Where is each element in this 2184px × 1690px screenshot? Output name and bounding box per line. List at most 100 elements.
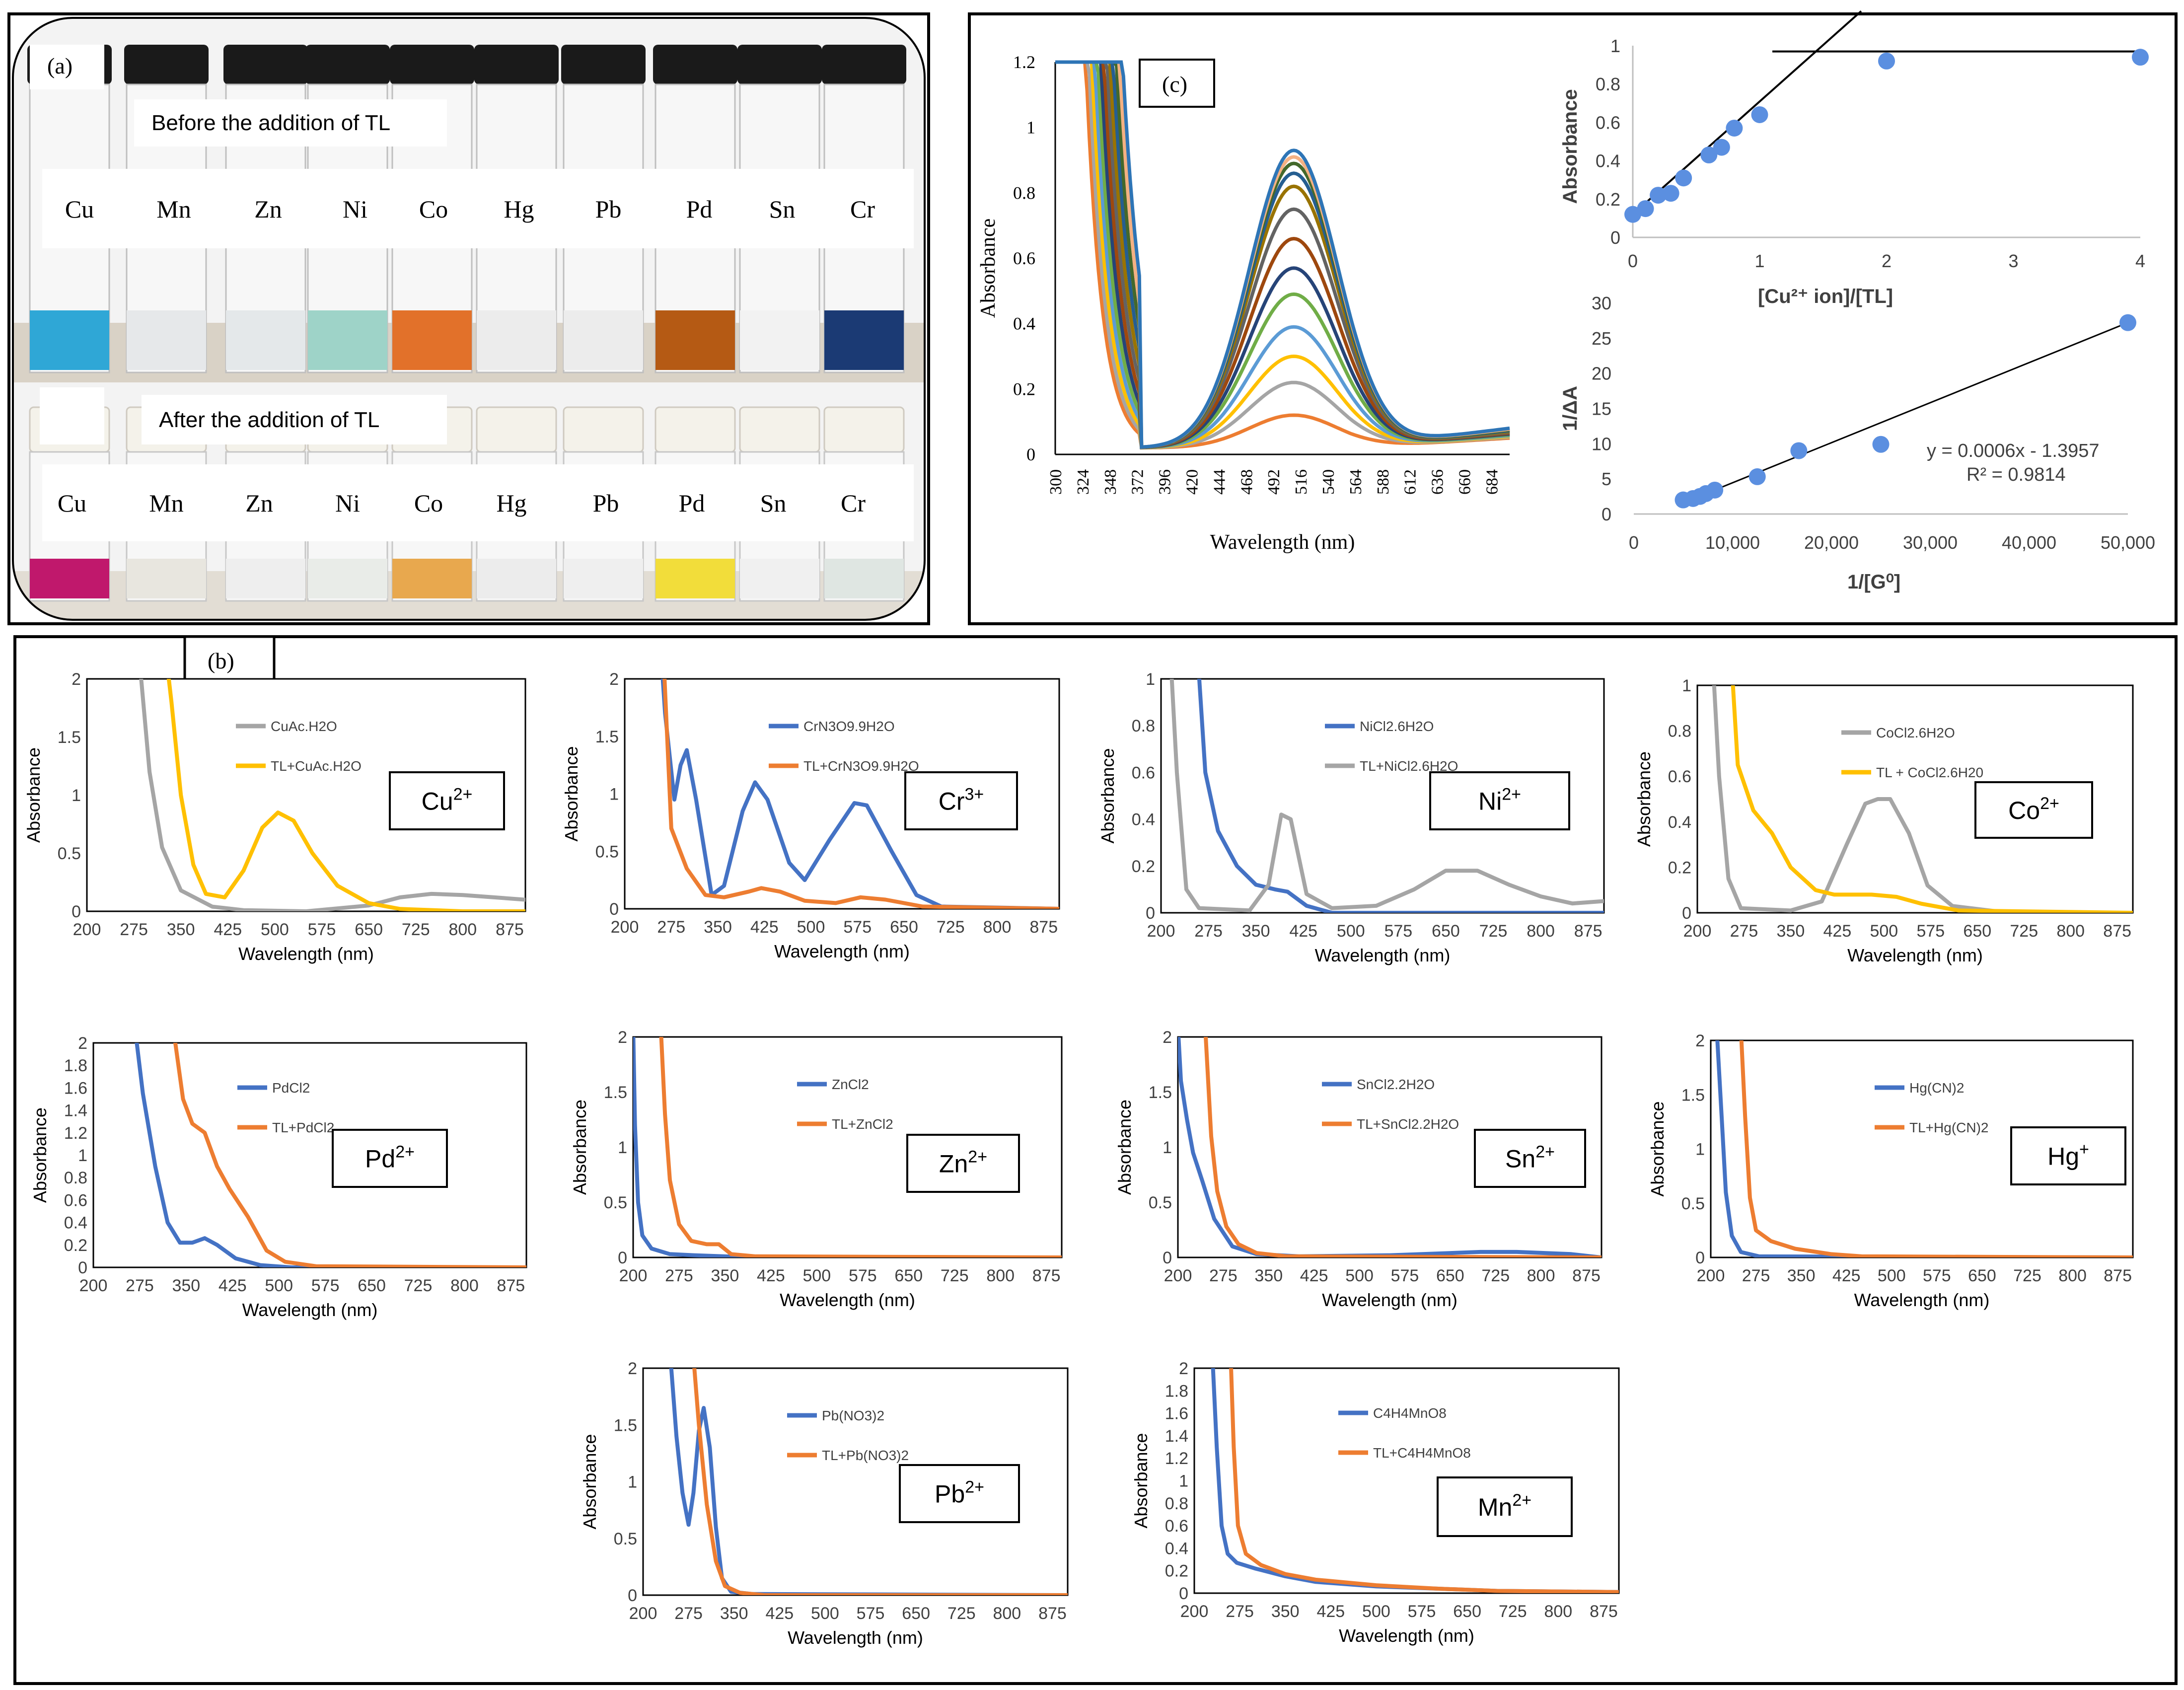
vial-solution-before xyxy=(564,310,643,370)
data-point xyxy=(1748,468,1766,485)
y-tick-label: 1.2 xyxy=(1165,1449,1188,1468)
y-tick-label: 2 xyxy=(72,670,81,689)
legend-label: TL+PdCl2 xyxy=(272,1120,334,1135)
x-tick-label: 800 xyxy=(448,920,477,939)
vial-solution-after xyxy=(308,559,387,598)
x-tick-label: 425 xyxy=(1832,1266,1861,1285)
series-line xyxy=(139,679,525,911)
x-tick-label: 725 xyxy=(2013,1266,2041,1285)
y-tick-label: 1.5 xyxy=(1149,1083,1172,1102)
series-group xyxy=(135,1043,526,1267)
vial-cap-after xyxy=(563,406,644,453)
metal-label-before: Zn xyxy=(254,195,282,223)
fit-equation: y = 0.0006x - 1.3957 xyxy=(1927,441,2100,461)
x-tick-label: 575 xyxy=(857,1604,885,1623)
ion-label-box xyxy=(1429,771,1570,830)
x-tick-label: 725 xyxy=(947,1604,976,1623)
x-tick-label: 800 xyxy=(993,1604,1021,1623)
vial-cap-before xyxy=(124,45,209,84)
y-tick-label: 0 xyxy=(618,1249,627,1267)
series-line xyxy=(692,1368,1068,1595)
ion-charge: 2+ xyxy=(968,1148,987,1167)
series-line xyxy=(662,679,1059,909)
y-tick-label: 0.2 xyxy=(64,1236,87,1255)
x-tick-label: 4 xyxy=(2135,251,2145,271)
x-tick-label: 200 xyxy=(1683,922,1712,941)
panel-c-label: (c) xyxy=(1162,72,1187,97)
x-axis-title: Wavelength (nm) xyxy=(238,944,374,964)
y-tick-label: 1 xyxy=(628,1473,637,1492)
vial-cap-before xyxy=(305,45,390,84)
metal-label-after: Zn xyxy=(245,489,273,517)
data-point xyxy=(2119,314,2136,331)
x-tick-label: 684 xyxy=(1483,469,1501,495)
y-tick-label: 20 xyxy=(1592,364,1611,384)
after-blank-box xyxy=(40,387,104,444)
x-tick-label: 425 xyxy=(750,918,779,937)
data-point xyxy=(1637,200,1654,218)
ion-symbol: Pb xyxy=(935,1480,965,1508)
series-group xyxy=(1712,685,2133,913)
series-line xyxy=(1731,685,2133,913)
x-axis-title: Wavelength (nm) xyxy=(242,1300,378,1320)
x-axis-title: Wavelength (nm) xyxy=(788,1627,923,1648)
x-tick-label: 200 xyxy=(79,1276,108,1295)
x-tick-label: 875 xyxy=(1590,1602,1618,1621)
x-tick-label: 500 xyxy=(797,918,825,937)
x-tick-label: 275 xyxy=(120,920,148,939)
x-tick-label: 540 xyxy=(1319,469,1338,495)
y-tick-label: 0 xyxy=(1179,1584,1188,1603)
y-tick-label: 1.6 xyxy=(1165,1404,1188,1423)
x-tick-label: 348 xyxy=(1101,469,1120,495)
ion-charge: 3+ xyxy=(965,785,984,804)
ion-label-box xyxy=(899,1464,1020,1523)
y-tick-label: 0.5 xyxy=(1681,1194,1705,1213)
legend-label: SnCl2.2H2O xyxy=(1357,1077,1435,1092)
x-tick-label: 0 xyxy=(1628,251,1638,271)
series-group xyxy=(660,679,1059,909)
ion-label: Co2+ xyxy=(2008,794,2059,824)
y-axis-title: Absorbance xyxy=(561,746,582,841)
x-tick-label: 800 xyxy=(450,1276,479,1295)
ion-label: Ni2+ xyxy=(1478,785,1521,815)
vial-cap-before xyxy=(653,45,737,84)
data-point xyxy=(1650,187,1667,204)
vial-solution-before xyxy=(392,310,472,370)
ion-label-box xyxy=(1474,1129,1586,1188)
x-tick-label: 650 xyxy=(1968,1266,1996,1285)
ion-label: Hg+ xyxy=(2047,1140,2089,1171)
x-tick-label: 800 xyxy=(2056,922,2085,941)
chart-b-pb: 0 0.5 1 1.5 2 200 275 350 425 500 575 650 725 800 875 W… xyxy=(580,1359,1069,1648)
vial-cap-before xyxy=(223,45,308,84)
chart-c-benesi-hildebrand: 0 5 10 15 20 25 30 0 10,000 20,000 30,000 40,000 50,… xyxy=(1559,293,2155,593)
y-tick-label: 0.8 xyxy=(1165,1494,1188,1513)
x-tick-label: 575 xyxy=(311,1276,340,1295)
chart-b-cu: 0 0.5 1 1.5 2 200 275 350 425 500 575 650 725 800 875 W… xyxy=(23,670,526,964)
x-tick-label: 500 xyxy=(265,1276,293,1295)
x-tick-label: 200 xyxy=(1180,1602,1209,1621)
legend-label: CrN3O9.9H2O xyxy=(803,719,895,734)
chart-b-co: 0 0.2 0.4 0.6 0.8 1 200 275 350 425 500 575 650 725 80… xyxy=(1634,676,2134,965)
ion-label: Mn2+ xyxy=(1478,1491,1531,1521)
y-tick-label: 0.8 xyxy=(1132,717,1155,735)
ion-label-box xyxy=(906,1134,1020,1193)
data-point xyxy=(1872,436,1890,453)
x-tick-label: 200 xyxy=(619,1266,648,1285)
y-tick-label: 1 xyxy=(72,786,81,805)
x-tick-label: 875 xyxy=(1038,1604,1067,1623)
metal-label-before: Hg xyxy=(504,195,534,223)
x-axis-title: Wavelength (nm) xyxy=(780,1290,915,1310)
x-tick-label: 3 xyxy=(2008,251,2018,271)
x-tick-label: 575 xyxy=(843,918,872,937)
y-tick-label: 0.8 xyxy=(1668,722,1691,741)
chart-b-mn: 0 0.2 0.4 0.6 0.8 1 1.2 1.4 1.6 1.8 2 200 275 350 425 5… xyxy=(1131,1359,1620,1646)
data-point xyxy=(1790,442,1808,459)
x-tick-label: 10,000 xyxy=(1705,532,1760,553)
y-tick-label: 15 xyxy=(1592,399,1611,419)
series-line xyxy=(135,1043,526,1267)
y-tick-label: 1.5 xyxy=(58,728,81,747)
ion-symbol: Hg xyxy=(2047,1143,2079,1171)
x-tick-label: 425 xyxy=(214,920,242,939)
y-tick-label: 1.5 xyxy=(595,728,619,746)
series-group xyxy=(139,679,525,911)
